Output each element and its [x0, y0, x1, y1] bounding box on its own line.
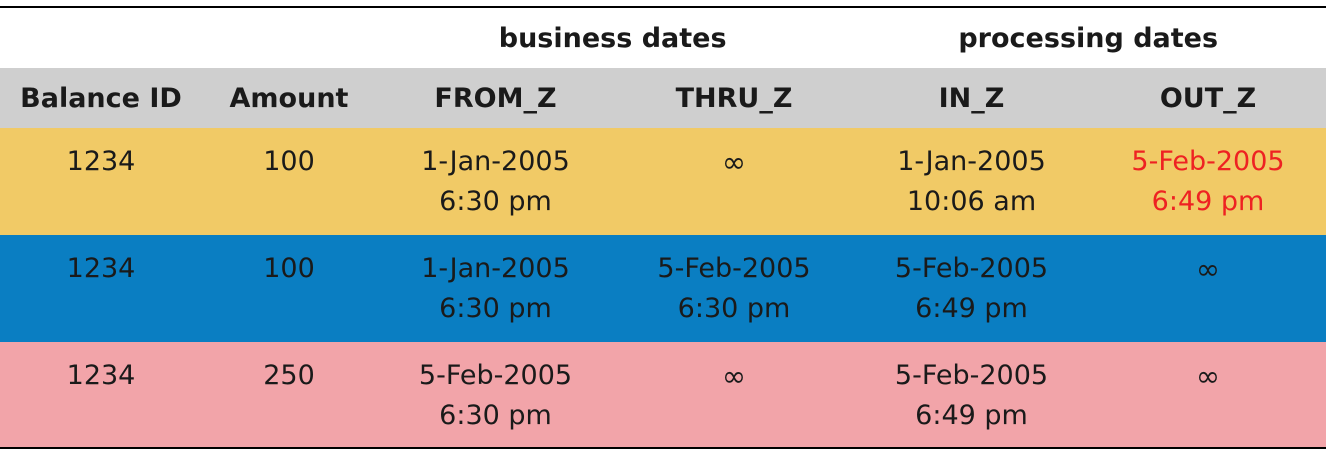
out-z-date: 5-Feb-2005: [1131, 146, 1285, 177]
group-spacer-balance: [0, 8, 201, 68]
cell-from-z: 1-Jan-2005 6:30 pm: [376, 235, 615, 342]
header-out-z: OUT_Z: [1159, 83, 1257, 114]
cell-amount: 100: [263, 146, 315, 177]
header-from-z: FROM_Z: [434, 83, 557, 114]
header-thru-z: THRU_Z: [675, 83, 793, 114]
cell-thru-z: 5-Feb-2005 6:30 pm: [615, 235, 853, 342]
thru-z-time: 6:30 pm: [677, 293, 791, 324]
cell-from-z: 5-Feb-2005 6:30 pm: [376, 342, 615, 447]
cell-balance-id: 1234: [66, 360, 136, 391]
in-z-time: 10:06 am: [906, 186, 1037, 217]
from-z-time: 6:30 pm: [439, 400, 552, 431]
group-processing-dates: processing dates: [958, 23, 1219, 54]
header-amount: Amount: [229, 83, 349, 114]
in-z-time: 6:49 pm: [915, 400, 1028, 431]
in-z-date: 5-Feb-2005: [894, 360, 1049, 391]
cell-in-z: 5-Feb-2005 6:49 pm: [853, 342, 1090, 447]
table-top-rule: [0, 6, 1326, 8]
temporal-balance-table: business dates processing dates Balance …: [0, 6, 1326, 449]
thru-z-date: 5-Feb-2005: [657, 253, 811, 284]
out-z-time: 6:49 pm: [1151, 186, 1265, 217]
cell-thru-z: ∞: [721, 359, 747, 393]
group-business-dates: business dates: [498, 23, 727, 54]
cell-balance-id: 1234: [66, 146, 136, 177]
from-z-time: 6:30 pm: [439, 293, 552, 324]
header-in-z: IN_Z: [938, 83, 1005, 114]
cell-out-z: 5-Feb-2005 6:49 pm: [1090, 128, 1326, 235]
header-balance-id: Balance ID: [20, 83, 182, 114]
in-z-time: 6:49 pm: [915, 293, 1028, 324]
column-header-row: Balance ID Amount FROM_Z THRU_Z IN_Z OUT…: [0, 68, 1326, 128]
in-z-date: 5-Feb-2005: [894, 253, 1049, 284]
in-z-date: 1-Jan-2005: [897, 146, 1046, 177]
table-row: 1234 100 1-Jan-2005 6:30 pm ∞ 1-Jan-2005…: [0, 128, 1326, 235]
from-z-date: 1-Jan-2005: [421, 253, 570, 284]
cell-in-z: 1-Jan-2005 10:06 am: [853, 128, 1090, 235]
cell-amount: 100: [263, 253, 315, 284]
cell-thru-z: ∞: [721, 145, 747, 179]
table-bottom-rule: [0, 447, 1326, 449]
from-z-time: 6:30 pm: [439, 186, 552, 217]
group-header-row: business dates processing dates: [0, 8, 1326, 68]
cell-from-z: 1-Jan-2005 6:30 pm: [376, 128, 615, 235]
from-z-date: 1-Jan-2005: [421, 146, 570, 177]
cell-balance-id: 1234: [66, 253, 136, 284]
table-row: 1234 100 1-Jan-2005 6:30 pm 5-Feb-2005 6…: [0, 235, 1326, 342]
cell-in-z: 5-Feb-2005 6:49 pm: [853, 235, 1090, 342]
group-spacer-amount: [201, 8, 374, 68]
cell-out-z: ∞: [1195, 252, 1221, 286]
from-z-date: 5-Feb-2005: [418, 360, 573, 391]
table-row: 1234 250 5-Feb-2005 6:30 pm ∞ 5-Feb-2005…: [0, 342, 1326, 447]
cell-amount: 250: [263, 360, 315, 391]
cell-out-z: ∞: [1195, 359, 1221, 393]
